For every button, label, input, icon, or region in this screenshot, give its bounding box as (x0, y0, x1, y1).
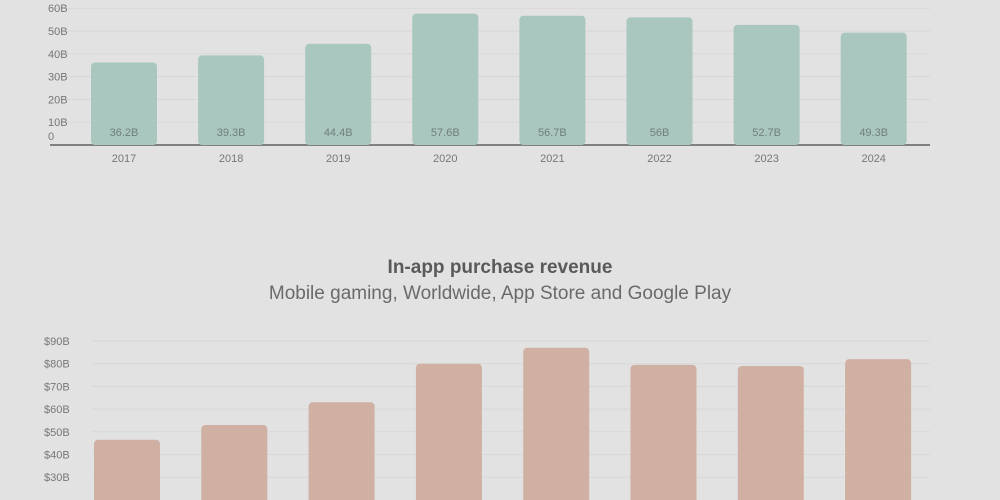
y-tick-label: $70B (44, 381, 70, 393)
bar (519, 15, 586, 146)
bar (201, 424, 268, 500)
bar (415, 363, 482, 500)
y-tick-label: $40B (44, 450, 70, 462)
y-tick-label: 10B (48, 117, 68, 129)
data-label: 44.4B (324, 127, 353, 139)
y-tick-label: 60B (48, 3, 68, 15)
bar (305, 43, 372, 145)
y-tick-label: $50B (44, 427, 70, 439)
x-tick-label: 2018 (219, 153, 243, 165)
bar (94, 439, 160, 500)
y-tick-label: $30B (44, 472, 70, 484)
downloads-bar-chart: 0 10B 20B 30B 40B 50B 60B 36.2B 2017 39.3B 2018 44.… (48, 3, 930, 165)
data-label: 49.3B (859, 127, 888, 139)
data-label: 56B (650, 127, 670, 139)
data-label: 57.6B (431, 127, 460, 139)
data-label: 52.7B (752, 127, 781, 139)
bar (412, 13, 479, 146)
data-label: 36.2B (110, 127, 139, 139)
bar (91, 62, 157, 145)
x-tick-label: 2022 (647, 153, 671, 165)
bar (308, 402, 375, 500)
bar (845, 359, 912, 500)
chart-subtitle: Mobile gaming, Worldwide, App Store and … (268, 283, 732, 304)
bar (198, 55, 265, 146)
y-tick-label: $60B (44, 404, 70, 416)
x-tick-label: 2017 (112, 153, 136, 165)
bar (840, 32, 907, 145)
chart-title: In-app purchase revenue (387, 257, 613, 278)
y-tick-label: 0 (48, 131, 54, 143)
bar (733, 24, 800, 145)
bar (626, 17, 693, 145)
y-tick-label: $80B (44, 359, 70, 371)
x-tick-label: 2020 (433, 153, 457, 165)
bar (737, 365, 804, 500)
y-tick-label: 20B (48, 94, 68, 106)
y-tick-label: 40B (48, 49, 68, 61)
x-tick-label: 2019 (326, 153, 350, 165)
x-tick-label: 2023 (754, 153, 778, 165)
y-tick-label: 50B (48, 26, 68, 38)
x-tick-label: 2021 (540, 153, 564, 165)
bar (523, 347, 590, 500)
x-tick-label: 2024 (861, 153, 885, 165)
y-tick-label: 30B (48, 72, 68, 84)
y-tick-label: $90B (44, 336, 70, 348)
bar (630, 364, 697, 500)
data-label: 56.7B (538, 127, 567, 139)
data-label: 39.3B (217, 127, 246, 139)
